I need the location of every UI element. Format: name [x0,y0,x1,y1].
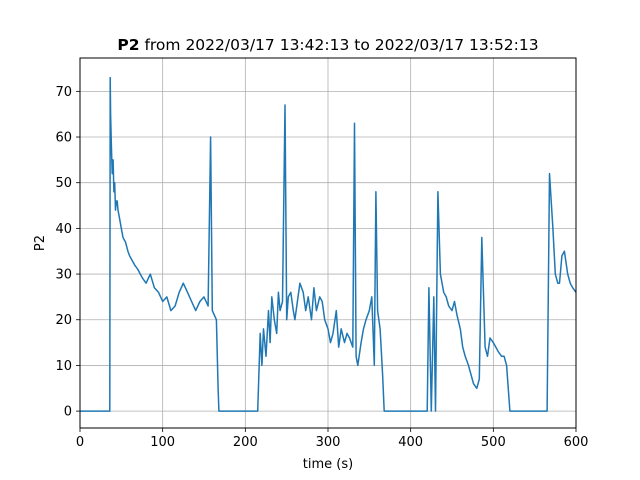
series-line [80,76,577,412]
tick-group: 0 100 200 300 400 500 600 0 10 20 30 40 50 60 70 [55,85,588,450]
chart-title-bold: P2 [117,36,139,54]
x-tick-label: 200 [233,435,258,450]
x-axis-label: time (s) [303,457,353,472]
x-tick-label: 0 [76,435,84,450]
y-tick-label: 30 [55,268,72,283]
y-tick-label: 70 [55,85,72,100]
x-tick-label: 600 [564,435,589,450]
y-tick-label: 60 [55,131,72,146]
x-tick-label: 100 [150,435,175,450]
chart-title-rest: from 2022/03/17 13:42:13 to 2022/03/17 1… [140,36,539,54]
x-tick-label: 500 [481,435,506,450]
series-group [80,76,577,412]
x-tick-label: 300 [316,435,341,450]
y-axis-label: P2 [33,235,48,251]
y-tick-label: 50 [55,176,72,191]
chart-title: P2 from 2022/03/17 13:42:13 to 2022/03/1… [117,36,538,54]
y-tick-label: 40 [55,222,72,237]
y-tick-label: 10 [55,359,72,374]
y-tick-label: 20 [55,313,72,328]
x-tick-label: 400 [398,435,423,450]
grid-lines [79,58,577,428]
y-tick-label: 0 [64,405,72,420]
